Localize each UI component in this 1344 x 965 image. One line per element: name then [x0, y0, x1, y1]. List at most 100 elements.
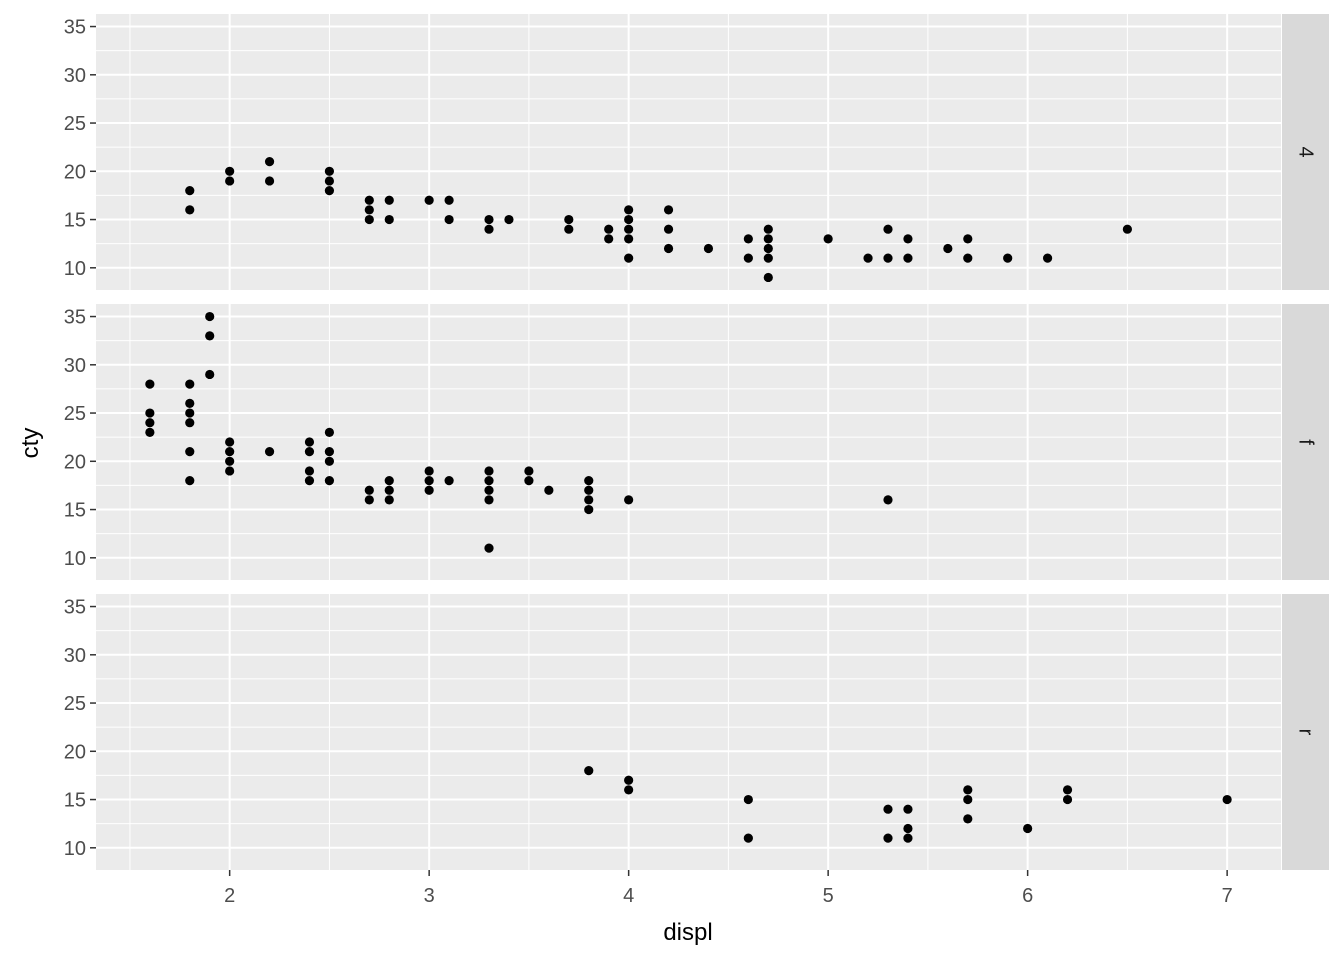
data-point — [604, 224, 614, 234]
data-point — [225, 456, 235, 466]
data-point — [1222, 794, 1232, 805]
data-point — [624, 253, 634, 263]
data-point — [264, 157, 275, 167]
data-point — [524, 466, 534, 476]
data-point — [763, 243, 773, 254]
data-point — [883, 833, 893, 843]
data-point — [384, 214, 394, 225]
facet-strip — [1282, 14, 1329, 290]
data-point — [484, 214, 494, 225]
data-point — [264, 176, 275, 186]
data-point — [145, 427, 155, 437]
data-point — [225, 176, 235, 186]
data-point — [444, 214, 454, 225]
data-point — [863, 253, 873, 263]
data-point — [763, 224, 773, 234]
x-tick-label: 6 — [1022, 885, 1033, 907]
data-point — [304, 466, 315, 476]
data-point — [185, 379, 195, 389]
data-point — [225, 466, 235, 476]
data-point — [624, 205, 634, 215]
data-point — [324, 176, 335, 186]
data-point — [624, 775, 634, 785]
data-point — [185, 447, 195, 457]
data-point — [743, 794, 753, 805]
data-point — [584, 766, 594, 776]
data-point — [384, 495, 394, 505]
data-point — [304, 476, 315, 486]
x-tick-label: 4 — [623, 885, 634, 907]
data-point — [364, 214, 374, 225]
data-point — [963, 253, 973, 263]
data-point — [384, 476, 394, 486]
data-point — [324, 427, 335, 437]
data-point — [484, 495, 494, 505]
data-point — [145, 418, 155, 428]
facet-panel-f: 10 15 20 25 30 35 f — [64, 304, 1329, 580]
x-tick-label: 2 — [224, 885, 235, 907]
data-point — [663, 205, 674, 215]
data-point — [484, 466, 494, 476]
facet-panel-4: 10 15 20 25 30 35 4 — [64, 14, 1329, 290]
data-point — [225, 437, 235, 447]
facet-strip-label: f — [1295, 439, 1317, 445]
data-point — [324, 166, 335, 176]
facet-strip — [1282, 304, 1329, 580]
data-point — [484, 485, 494, 495]
y-tick-label: 15 — [64, 500, 86, 522]
data-point — [743, 234, 753, 244]
data-point — [424, 476, 434, 486]
data-point — [424, 466, 434, 476]
data-point — [584, 485, 594, 495]
data-point — [524, 476, 534, 486]
data-point — [624, 785, 634, 795]
data-point — [883, 804, 893, 814]
data-point — [544, 485, 554, 495]
data-point — [963, 785, 973, 795]
data-point — [185, 205, 195, 215]
data-point — [903, 833, 913, 843]
data-point — [324, 456, 335, 466]
data-point — [1003, 253, 1013, 263]
data-point — [763, 253, 773, 263]
x-axis-title: displ — [663, 919, 712, 946]
panels-layer: 10 15 20 25 30 35 4 10 15 20 25 30 35 f 10 15 20 25 30 35 r — [64, 14, 1329, 870]
data-point — [903, 823, 913, 834]
data-point — [564, 214, 574, 225]
data-point — [963, 794, 973, 805]
y-tick-label: 35 — [64, 17, 86, 39]
data-point — [424, 195, 434, 205]
data-point — [584, 504, 594, 515]
data-point — [963, 234, 973, 244]
data-point — [624, 234, 634, 244]
x-tick-label: 7 — [1222, 885, 1233, 907]
data-point — [584, 476, 594, 486]
x-axis: 2 3 4 5 6 7 — [224, 870, 1233, 907]
data-point — [624, 214, 634, 225]
y-tick-label: 35 — [64, 307, 86, 329]
data-point — [1122, 224, 1132, 234]
data-point — [564, 224, 574, 234]
data-point — [763, 234, 773, 244]
data-point — [963, 814, 973, 824]
data-point — [384, 485, 394, 495]
y-tick-label: 25 — [64, 113, 86, 135]
data-point — [903, 253, 913, 263]
data-point — [364, 205, 374, 215]
data-point — [225, 166, 235, 176]
data-point — [883, 495, 893, 505]
data-point — [145, 379, 155, 389]
facet-panel-r: 10 15 20 25 30 35 r — [64, 594, 1329, 870]
data-point — [304, 447, 315, 457]
x-tick-label: 3 — [424, 885, 435, 907]
data-point — [763, 272, 773, 283]
data-point — [703, 243, 714, 254]
data-point — [1062, 785, 1073, 795]
y-axis-title: cty — [17, 428, 44, 459]
data-point — [324, 186, 335, 196]
data-point — [484, 476, 494, 486]
data-point — [1042, 253, 1053, 263]
data-point — [205, 311, 215, 322]
y-tick-label: 25 — [64, 693, 86, 715]
